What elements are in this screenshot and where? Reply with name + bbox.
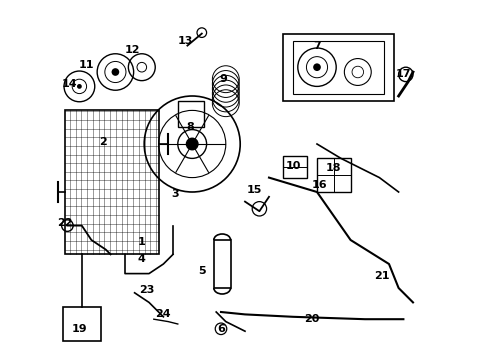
Text: 15: 15 [247,185,262,195]
Circle shape [313,63,321,71]
Text: 16: 16 [312,180,327,190]
Bar [178,101,204,127]
Text: 20: 20 [304,314,320,324]
Text: 21: 21 [374,271,390,281]
Text: 6: 6 [217,324,225,334]
Text: 12: 12 [124,45,140,55]
Bar [283,33,394,101]
Bar [317,158,351,192]
Text: 5: 5 [198,266,206,276]
Bar [214,240,231,288]
Text: 19: 19 [72,324,87,334]
Text: 4: 4 [138,254,146,264]
Circle shape [186,138,198,150]
Text: 10: 10 [285,161,301,171]
Text: 2: 2 [99,136,107,147]
Text: 8: 8 [186,122,194,132]
Text: 13: 13 [177,36,193,46]
Text: 22: 22 [57,218,73,228]
Bar [283,156,307,177]
Circle shape [112,68,119,76]
Text: 9: 9 [220,74,227,84]
Text: 24: 24 [156,309,171,319]
Text: 7: 7 [313,41,321,51]
Text: 14: 14 [62,79,77,89]
Text: 17: 17 [395,69,411,80]
Bar [63,307,101,341]
Text: 11: 11 [79,60,95,70]
Text: 23: 23 [139,285,154,296]
Circle shape [77,84,82,89]
Text: 18: 18 [326,163,342,173]
Text: 1: 1 [138,237,146,247]
Bar [293,41,384,94]
Text: 3: 3 [172,189,179,199]
